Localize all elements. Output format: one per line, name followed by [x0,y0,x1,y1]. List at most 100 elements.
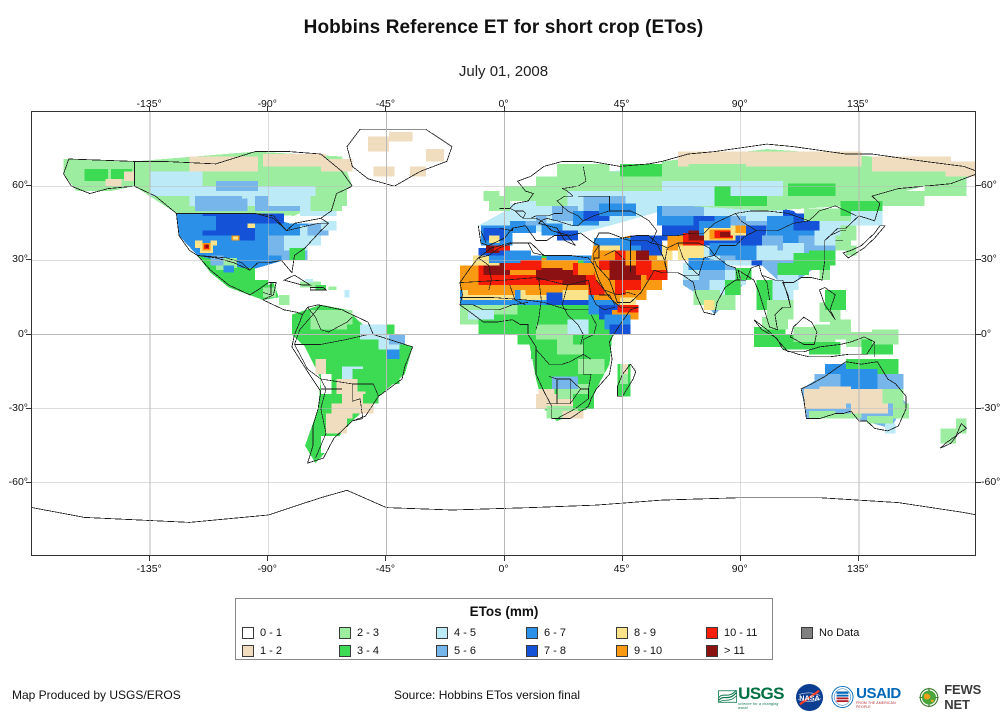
legend-panel: ETos (mm) 0 - 1 1 - 2 2 - 3 3 - 4 4 - 5 5 - 6… [235,598,859,660]
legend-label: 8 - 9 [634,626,657,639]
legend-swatch [242,644,254,657]
footer-produced-by: Map Produced by USGS/EROS [12,688,181,702]
legend-swatch [436,644,448,657]
nasa-meatball-icon: NASA [796,683,824,711]
usaid-logo-tagline: FROM THE AMERICAN PEOPLE [856,700,896,709]
lon-tick-mark [267,106,269,111]
footer-logos: USGS science for a changing world NASA [718,681,1007,713]
etos-raster-layer [32,129,975,555]
lon-tick-mark [503,106,505,111]
svg-text:NASA: NASA [799,693,820,702]
legend-item: 2 - 3 [339,624,379,641]
legend-swatch [706,644,718,657]
lat-tick-label: 30° [981,253,997,266]
lon-tick-label: -45° [375,563,396,575]
lat-tick-label: 60° [12,179,28,192]
usgs-logo-text: USGS [738,683,784,703]
lon-tick-label: 90° [731,563,748,575]
lat-tick-label: 0° [981,327,992,340]
lon-tick-mark [267,556,269,561]
lat-tick-mark [26,333,31,335]
lat-tick-mark [26,185,31,187]
lon-tick-label: 0° [498,98,509,110]
lon-tick-label: 90° [731,98,748,110]
usaid-logo: USAID FROM THE AMERICAN PEOPLE [831,682,909,712]
legend-item: 4 - 5 [436,624,476,641]
graticule-layer [32,112,975,555]
lat-tick-mark [976,407,981,409]
legend-column-6: 10 - 11 > 11 [706,624,757,660]
legend-label: 4 - 5 [454,626,477,639]
map-canvas[interactable] [31,111,976,556]
lon-tick-label: -90° [257,563,277,575]
lon-tick-mark [385,556,387,561]
page-title: Hobbins Reference ET for short crop (ETo… [303,17,704,38]
lon-tick-label: -45° [375,98,396,110]
fews-globe-icon [919,687,939,707]
lon-tick-label: 0° [498,563,509,575]
lat-tick-label: -30° [981,401,1001,414]
legend-swatch [616,644,628,657]
legend-swatch [526,626,538,639]
map-frame [31,111,976,556]
usgs-logo-tagline: science for a changing world [738,701,779,710]
lat-tick-mark [976,259,981,261]
legend-column-1: 0 - 1 1 - 2 [242,624,282,660]
legend-column-2: 2 - 3 3 - 4 [339,624,379,660]
legend-item: > 11 [706,642,757,659]
legend-swatch [339,644,351,657]
legend-column-3: 4 - 5 5 - 6 [436,624,476,660]
lon-tick-mark [621,106,623,111]
legend-label: No Data [819,626,860,639]
lon-tick-label: -90° [257,98,277,110]
fews-net-logo: FEWS NET [918,682,1007,712]
legend-item: No Data [801,624,859,641]
lon-tick-label: -135° [136,98,162,110]
lat-tick-label: -60° [8,475,28,488]
lon-tick-mark [739,556,741,561]
legend-item: 8 - 9 [616,624,662,641]
legend-swatch [242,626,254,639]
lon-tick-label: 45° [613,563,630,575]
lat-tick-mark [26,407,31,409]
legend-label: 5 - 6 [454,644,477,657]
legend-item: 1 - 2 [242,642,282,659]
lon-tick-mark [503,556,505,561]
legend-swatch [706,626,718,639]
lat-tick-mark [26,259,31,261]
legend-label: 2 - 3 [357,626,380,639]
legend-item: 3 - 4 [339,642,379,659]
legend-item: 10 - 11 [706,624,757,641]
legend-item: 0 - 1 [242,624,282,641]
lon-tick-mark [857,556,859,561]
legend-label: 9 - 10 [634,644,663,657]
footer-source: Source: Hobbins ETos version final [394,688,581,702]
legend-item: 6 - 7 [526,624,566,641]
usgs-mark-icon [718,689,738,703]
legend-swatch [526,644,538,657]
lat-tick-mark [976,481,981,483]
legend-label: 7 - 8 [544,644,567,657]
lat-tick-mark [976,185,981,187]
legend-label: 6 - 7 [544,626,567,639]
legend-label: 1 - 2 [260,644,283,657]
legend-column-7: No Data [801,624,859,642]
legend-swatch [339,626,351,639]
legend-label: 10 - 11 [724,626,758,639]
lat-tick-mark [976,333,981,335]
legend-column-4: 6 - 7 7 - 8 [526,624,566,660]
lat-tick-label: 60° [981,179,997,192]
lon-tick-label: 135° [847,98,869,110]
lon-tick-label: -135° [136,563,162,575]
lat-tick-label: -30° [8,401,28,414]
usaid-logo-text: USAID [856,684,901,702]
fews-net-logo-text: FEWS NET [944,682,982,712]
lat-tick-label: 30° [12,253,28,266]
lon-tick-mark [857,106,859,111]
legend-swatch [436,626,448,639]
lon-tick-label: 135° [847,563,869,575]
lon-tick-label: 45° [613,98,630,110]
lon-tick-mark [621,556,623,561]
lat-tick-label: -60° [981,475,1001,488]
